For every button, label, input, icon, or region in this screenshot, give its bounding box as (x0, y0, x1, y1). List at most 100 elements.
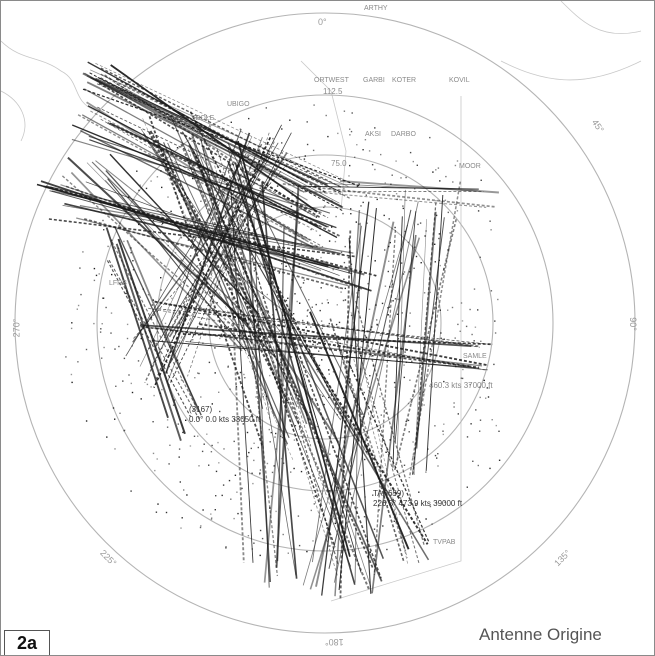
track-line (329, 318, 405, 562)
plot-dot (240, 511, 243, 514)
plot-dot (281, 152, 283, 154)
plot-dot (236, 165, 238, 167)
plot-dot (130, 382, 132, 385)
plot-dot (269, 441, 271, 443)
plot-dot (319, 394, 322, 396)
plot-dot (303, 385, 306, 388)
plot-dot (125, 292, 127, 295)
plot-dot (460, 302, 463, 304)
plot-dot (262, 345, 264, 347)
plot-dot (317, 371, 319, 373)
track-line (167, 303, 480, 348)
plot-dot (303, 378, 306, 380)
plot-dot (93, 279, 96, 282)
track-line (228, 163, 382, 579)
track-line (144, 143, 263, 384)
plot-dot (229, 388, 231, 390)
coast-line-1 (1, 40, 97, 112)
track-line (111, 241, 197, 407)
plot-dot (71, 322, 73, 324)
plot-dot (291, 244, 293, 247)
plot-dot (444, 199, 447, 201)
plot-dot (200, 396, 202, 398)
plot-dot (445, 260, 447, 263)
plot-dot (287, 319, 289, 322)
plot-dot (440, 332, 442, 334)
plot-dot (409, 379, 411, 381)
plot-dot (431, 523, 433, 525)
track-line (253, 218, 270, 588)
plot-dot (376, 198, 378, 201)
plot-dot (405, 176, 407, 179)
plot-dot (393, 520, 395, 522)
plot-dot (160, 277, 162, 279)
track-tag-3167[interactable]: (3167) 0.0° 0.0 kts 33050 ft (189, 405, 260, 425)
plot-dot (206, 433, 208, 435)
track-line (394, 211, 417, 442)
plot-dot (315, 273, 317, 275)
plot-dot (356, 144, 358, 146)
plot-dot (279, 268, 281, 271)
track-line (186, 158, 352, 567)
plot-dot (77, 361, 79, 363)
plot-dot (373, 528, 376, 530)
plot-dot (137, 360, 140, 362)
plot-dot (328, 373, 330, 375)
waypoint-moor: MOOR (459, 163, 481, 170)
track-line (309, 311, 410, 550)
plot-dot (267, 272, 270, 274)
plot-dot (342, 299, 345, 302)
plot-dot (322, 395, 324, 397)
bearing-label-270: 270° (11, 318, 22, 338)
plot-dot (233, 440, 235, 443)
plot-dot (198, 465, 200, 467)
plot-dot (403, 364, 405, 366)
plot-dot (340, 515, 342, 517)
plot-dot (215, 258, 217, 260)
plot-dot (412, 441, 414, 443)
track-line (425, 194, 444, 471)
plot-dot (387, 307, 389, 309)
plot-dot (255, 396, 257, 398)
plot-dot (127, 196, 130, 198)
plot-dot (253, 459, 255, 462)
plot-dot (497, 298, 499, 301)
plot-dot (282, 533, 284, 536)
plot-dot (423, 292, 426, 294)
plot-dot (226, 296, 228, 299)
track-line (140, 324, 472, 347)
plot-dot (257, 446, 259, 449)
plot-dot (290, 471, 292, 473)
plot-dot (329, 545, 331, 547)
waypoint-lfrb: LFRB (109, 280, 127, 287)
track-tag-tap659[interactable]: TAP659) 226.5° 473.9 kts 39000 ft (373, 489, 462, 509)
plot-dot (101, 357, 103, 359)
waypoint-koter: KOTER (392, 77, 417, 84)
plot-dot (214, 372, 216, 374)
plot-dot (305, 334, 307, 336)
track-tag-east[interactable]: 460.3 kts 37000 ft (429, 381, 493, 391)
bearing-label-0: 0° (318, 17, 327, 27)
plot-dot (259, 472, 261, 474)
plot-dot (99, 331, 102, 333)
plot-dot (208, 361, 211, 364)
plot-dot (407, 419, 410, 422)
plot-dot (315, 215, 318, 217)
plot-dot (288, 370, 291, 372)
plot-dot (237, 512, 239, 515)
plot-dot (294, 425, 297, 427)
track-line (90, 69, 349, 187)
plot-dot (299, 302, 301, 304)
plot-dot (338, 287, 340, 289)
plot-dot (445, 175, 447, 178)
plot-dot (241, 487, 243, 490)
plot-dot (309, 411, 311, 413)
plot-dot (325, 231, 328, 233)
plot-dot (469, 308, 471, 311)
plot-dot (265, 309, 268, 312)
plot-dot (414, 246, 416, 248)
plot-dot (266, 155, 268, 157)
track-line (105, 170, 276, 358)
plot-dot (490, 290, 493, 292)
plot-dot (325, 114, 327, 117)
